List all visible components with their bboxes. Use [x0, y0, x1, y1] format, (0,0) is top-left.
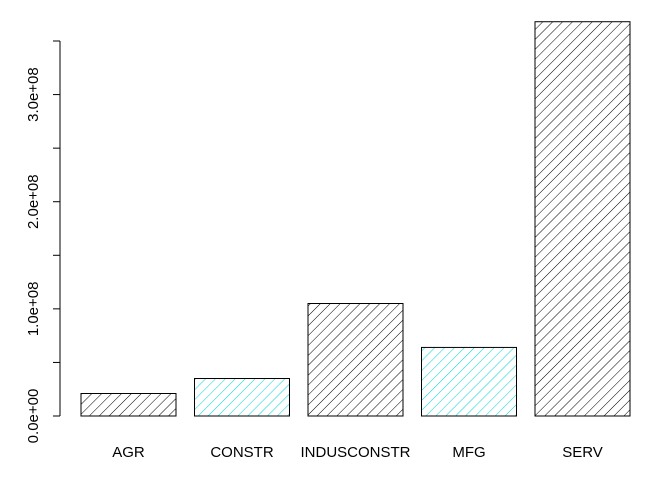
bar-indusconstr — [307, 303, 404, 417]
bar-mfg — [421, 346, 517, 417]
y-tick-label: 2.0e+08 — [25, 174, 42, 229]
bar-constr — [194, 378, 290, 417]
bar-serv — [534, 21, 631, 417]
y-tick-label: 0.0e+00 — [25, 389, 42, 444]
bar-agr — [80, 393, 177, 417]
y-axis: 0.0e+00 1.0e+08 2.0e+08 3.0e+08 — [25, 40, 61, 444]
x-axis-labels: AGR CONSTR INDUSCONSTR MFG SERV — [112, 444, 603, 461]
category-label: MFG — [452, 444, 485, 461]
y-tick-label: 1.0e+08 — [25, 282, 42, 337]
bars — [80, 21, 631, 417]
category-label: INDUSCONSTR — [300, 444, 410, 461]
y-tick-label: 3.0e+08 — [25, 67, 42, 122]
category-label: AGR — [112, 444, 145, 461]
category-label: SERV — [562, 444, 603, 461]
category-label: CONSTR — [210, 444, 274, 461]
